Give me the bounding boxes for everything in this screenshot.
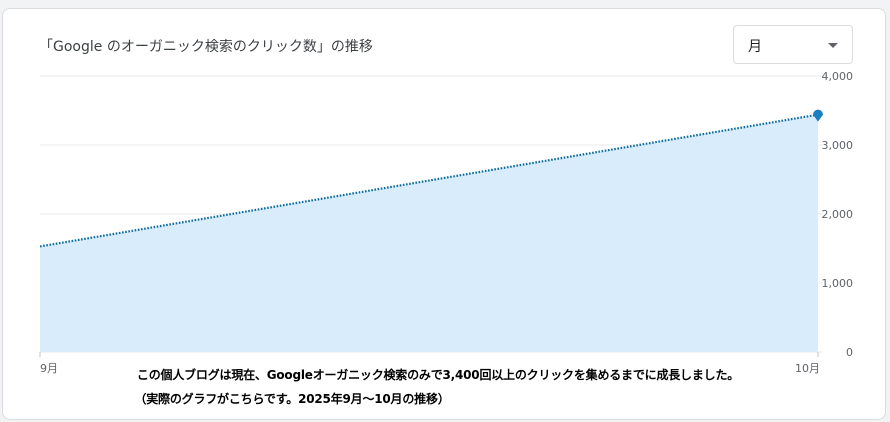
- x-tick-label: 9月: [40, 362, 58, 375]
- x-tick-label: 10月: [795, 362, 820, 375]
- y-tick-label: 1,000: [822, 277, 854, 290]
- area-chart: 0 1,000 2,000 3,000 4,000 9月 10月: [39, 70, 854, 375]
- series-line: [39, 113, 819, 248]
- y-tick-label: 0: [846, 346, 853, 359]
- data-point-marker: [813, 109, 823, 122]
- area-fill: [40, 114, 818, 352]
- chart-title: 「Google のオーガニック検索のクリック数」の推移: [39, 39, 373, 55]
- caption-line-2: （実際のグラフがこちらです。2025年9月〜10月の推移）: [134, 392, 450, 406]
- period-select-value: 月: [748, 39, 762, 55]
- clicks-chart-card: 「Google のオーガニック検索のクリック数」の推移 月 0 1,000 2,00…: [2, 8, 886, 420]
- chevron-down-icon: [828, 43, 838, 48]
- caption-line-1: この個人ブログは現在、Googleオーガニック検索のみで3,400回以上のクリッ…: [136, 368, 740, 382]
- period-select[interactable]: 月: [733, 25, 853, 64]
- y-tick-label: 2,000: [822, 208, 854, 221]
- y-tick-label: 3,000: [822, 139, 854, 152]
- y-tick-label: 4,000: [822, 70, 854, 83]
